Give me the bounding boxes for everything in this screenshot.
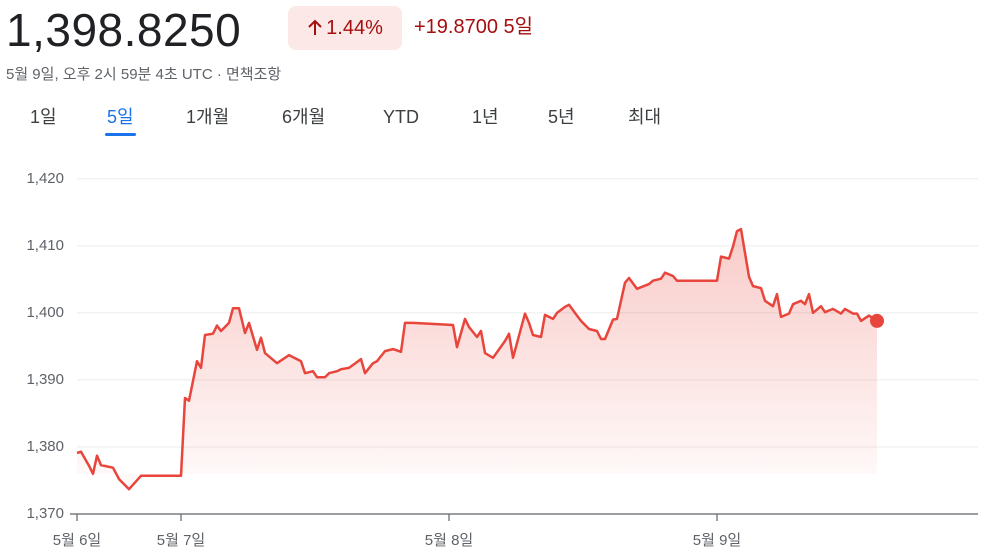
y-tick-label: 1,420 [26,170,64,187]
change-percent: 1.44% [326,16,383,39]
disclaimer-link[interactable]: 면책조항 [226,66,282,83]
range-tab[interactable]: 5일 [105,104,136,136]
range-tab[interactable]: 6개월 [282,107,326,127]
area [77,229,877,490]
range-tab[interactable]: YTD [383,107,419,127]
y-tick-label: 1,400 [26,304,64,321]
separator: · [216,66,222,83]
y-tick-label: 1,410 [26,237,64,254]
last-point [870,313,884,328]
range-tab[interactable]: 1일 [30,107,57,127]
subtitle: 5월 9일, 오후 2시 59분 4초 UTC · 면책조항 [6,64,281,86]
price-line [76,227,878,491]
y-tick-label: 1,380 [26,438,64,455]
range-tab[interactable]: 1개월 [186,107,230,127]
timestamp: 5월 9일, 오후 2시 59분 4초 UTC [6,66,213,83]
y-tick-label: 1,390 [26,371,64,388]
change-value: +19.8700 5일 [414,16,534,38]
x-tick-label: 5월 7일 [157,532,205,549]
up-arrow-icon [308,19,322,35]
range-tab[interactable]: 최대 [628,107,662,127]
x-tick-label: 5월 8일 [425,532,473,549]
change-badge: 1.44% [288,6,402,50]
price: 1,398.8250 [6,4,242,56]
x-tick-label: 5월 9일 [693,532,741,549]
x-tick-label: 5월 6일 [53,532,101,549]
range-tab[interactable]: 1년 [472,107,499,127]
range-tab[interactable]: 5년 [548,107,575,127]
y-tick-label: 1,370 [26,505,64,522]
selected-underline [105,133,136,136]
